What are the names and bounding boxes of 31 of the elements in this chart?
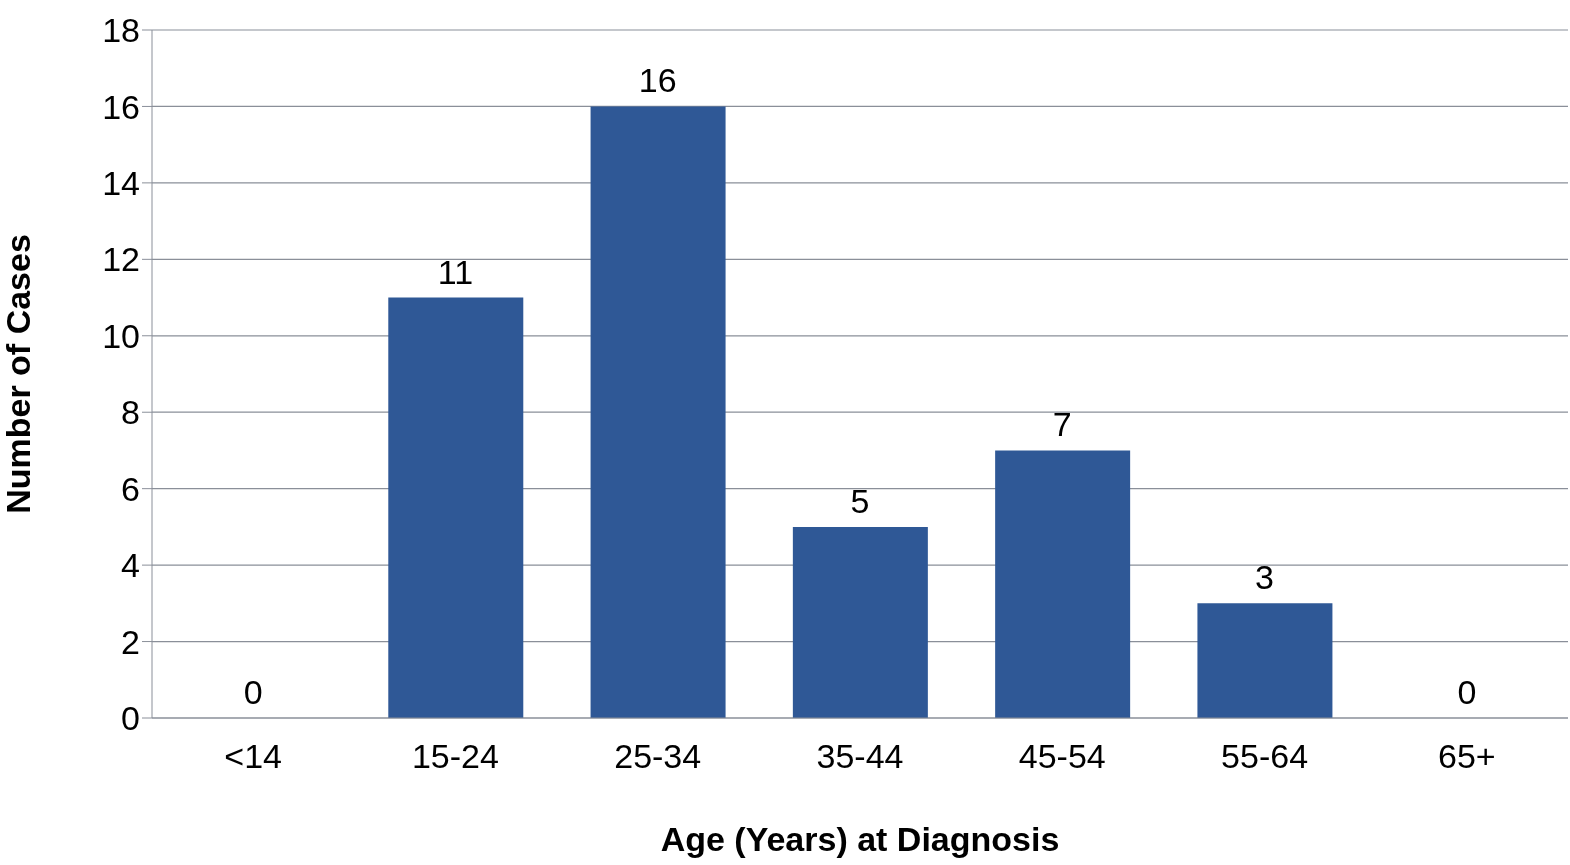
data-label: 7	[1052, 405, 1072, 444]
x-tick-label: 25-34	[614, 737, 702, 776]
x-tick-label: 35-44	[816, 737, 904, 776]
x-axis-title: Age (Years) at Diagnosis	[660, 820, 1060, 858]
data-label: 16	[638, 61, 677, 100]
y-tick-label: 18	[102, 11, 140, 50]
bar	[1197, 603, 1333, 718]
y-tick-label: 6	[121, 469, 140, 508]
bar	[388, 297, 524, 718]
bar	[792, 526, 928, 718]
y-tick-label: 16	[102, 87, 140, 126]
y-tick-label: 14	[102, 163, 140, 202]
bar	[590, 106, 726, 718]
y-axis-title: Number of Cases	[0, 234, 38, 514]
x-tick-label: 65+	[1438, 737, 1496, 776]
y-tick-label: 10	[102, 316, 140, 355]
x-tick-label: 55-64	[1221, 737, 1309, 776]
y-tick-label: 0	[121, 699, 140, 738]
data-label: 3	[1255, 558, 1275, 597]
y-tick-label: 2	[121, 622, 140, 661]
data-label: 0	[1457, 673, 1477, 711]
x-tick-label: 45-54	[1018, 737, 1106, 776]
bar	[995, 450, 1131, 718]
data-label: 0	[243, 673, 263, 711]
y-tick-label: 12	[102, 240, 140, 279]
x-tick-label: 15-24	[411, 737, 499, 776]
y-tick-label: 4	[121, 546, 140, 585]
y-tick-label: 8	[121, 393, 140, 432]
data-label: 11	[437, 252, 474, 291]
x-tick-label: <14	[224, 737, 282, 776]
data-label: 5	[850, 481, 870, 520]
